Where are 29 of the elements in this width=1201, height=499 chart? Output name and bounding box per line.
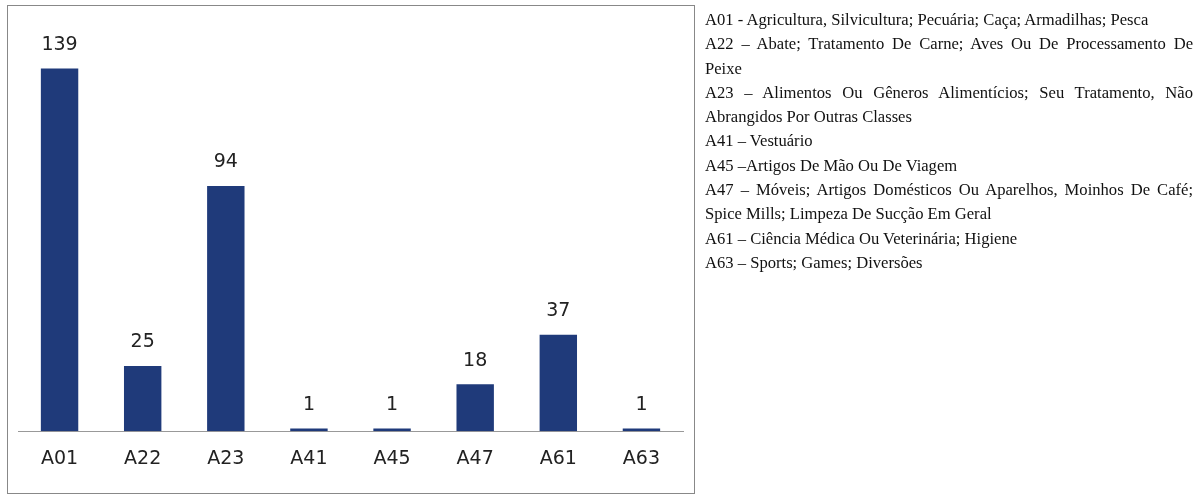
bar: [40, 68, 79, 432]
text: A45 –Artigos De Mão Ou De Viagem: [705, 154, 959, 177]
bar: [123, 365, 162, 432]
x-tick-label: A61: [539, 445, 577, 468]
x-tick-label: A45: [373, 445, 411, 468]
data-label: 139: [41, 32, 78, 55]
text: A22 – Abate; Tratamento De Carne; Aves Ou De Processamento De Peixe: [705, 33, 1193, 80]
x-tick-label: A63: [622, 445, 661, 468]
x-tick-label: A22: [124, 445, 162, 468]
text: A23 – Alimentos Ou Gêneros Alimentícios; Seu Tratamento, Não Abrangidos Por Outras Classes: [705, 81, 1193, 129]
x-tick-label: A01: [40, 445, 79, 468]
text: A47 – Móveis; Artigos Domésticos Ou Aparelhos, Moinhos De Café; Spice Mills; Limpeza De Sucção Em Geral: [705, 179, 1193, 226]
x-tick-label: A23: [207, 445, 245, 468]
bar: [207, 185, 245, 432]
data-label: 1: [635, 392, 648, 415]
data-label: 18: [463, 347, 488, 370]
bar: [456, 384, 494, 432]
x-tick-label: A41: [290, 445, 328, 468]
text: A41 – Vestuário: [705, 130, 814, 153]
text: A01 - Agricultura, Silvicultura; Pecuária; Caça; Armadilhas; Pesca: [705, 9, 1150, 31]
data-label: 25: [130, 329, 155, 352]
data-label: 94: [213, 149, 238, 172]
data-label: 37: [546, 298, 571, 321]
data-label: 1: [302, 392, 315, 415]
data-label: 1: [386, 392, 399, 415]
text: A61 – Ciência Médica Ou Veterinária; Higiene: [705, 227, 1019, 250]
bar: [539, 334, 578, 432]
x-tick-label: A47: [456, 445, 494, 468]
text: A63 – Sports; Games; Diversões: [705, 251, 924, 274]
